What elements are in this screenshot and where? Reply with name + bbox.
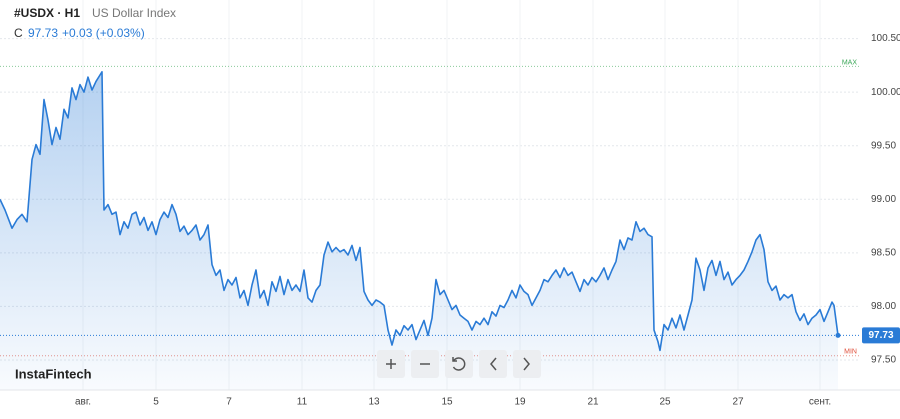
y-tick-label: 98.00 bbox=[871, 301, 896, 312]
x-tick-label: 19 bbox=[514, 397, 526, 408]
brand: InstaFintech bbox=[15, 366, 92, 381]
zoom-in-button[interactable] bbox=[377, 350, 405, 378]
zoom-out-button[interactable] bbox=[411, 350, 439, 378]
x-tick-label: 13 bbox=[368, 397, 380, 408]
last-point bbox=[835, 332, 841, 338]
x-tick-label: 5 bbox=[153, 397, 159, 408]
x-tick-label: 25 bbox=[659, 397, 671, 408]
y-tick-label: 97.50 bbox=[871, 355, 896, 366]
close-label: C bbox=[14, 26, 23, 40]
scroll-left-button[interactable] bbox=[479, 350, 507, 378]
toolbar bbox=[377, 350, 541, 378]
reset-button[interactable] bbox=[445, 350, 473, 378]
instrument-name: US Dollar Index bbox=[92, 6, 176, 20]
price-line bbox=[0, 71, 839, 352]
x-tick-label: 15 bbox=[441, 397, 453, 408]
x-tick-label: 11 bbox=[297, 397, 308, 408]
min-line-label: MIN bbox=[844, 349, 857, 356]
symbol: #USDX · H1 bbox=[14, 6, 80, 20]
close-value: 97.73 bbox=[28, 26, 58, 40]
x-tick-label: авг. bbox=[75, 397, 91, 408]
x-tick-label: 27 bbox=[732, 397, 744, 408]
scroll-right-button[interactable] bbox=[513, 350, 541, 378]
last-price-tag bbox=[862, 327, 900, 344]
area bbox=[0, 71, 838, 391]
close-change: +0.03 (+0.03%) bbox=[62, 26, 145, 40]
y-tick-label: 100.00 bbox=[871, 87, 900, 98]
last-price-label: 97.73 bbox=[868, 330, 893, 341]
y-tick-label: 99.50 bbox=[871, 140, 896, 151]
y-tick-label: 99.00 bbox=[871, 194, 896, 205]
max-line-label: MAX bbox=[842, 59, 858, 66]
x-tick-label: 21 bbox=[587, 397, 599, 408]
y-tick-label: 100.50 bbox=[871, 33, 900, 44]
x-tick-label: сент. bbox=[809, 397, 831, 408]
y-tick-label: 98.50 bbox=[871, 247, 896, 258]
x-tick-label: 7 bbox=[226, 397, 232, 408]
